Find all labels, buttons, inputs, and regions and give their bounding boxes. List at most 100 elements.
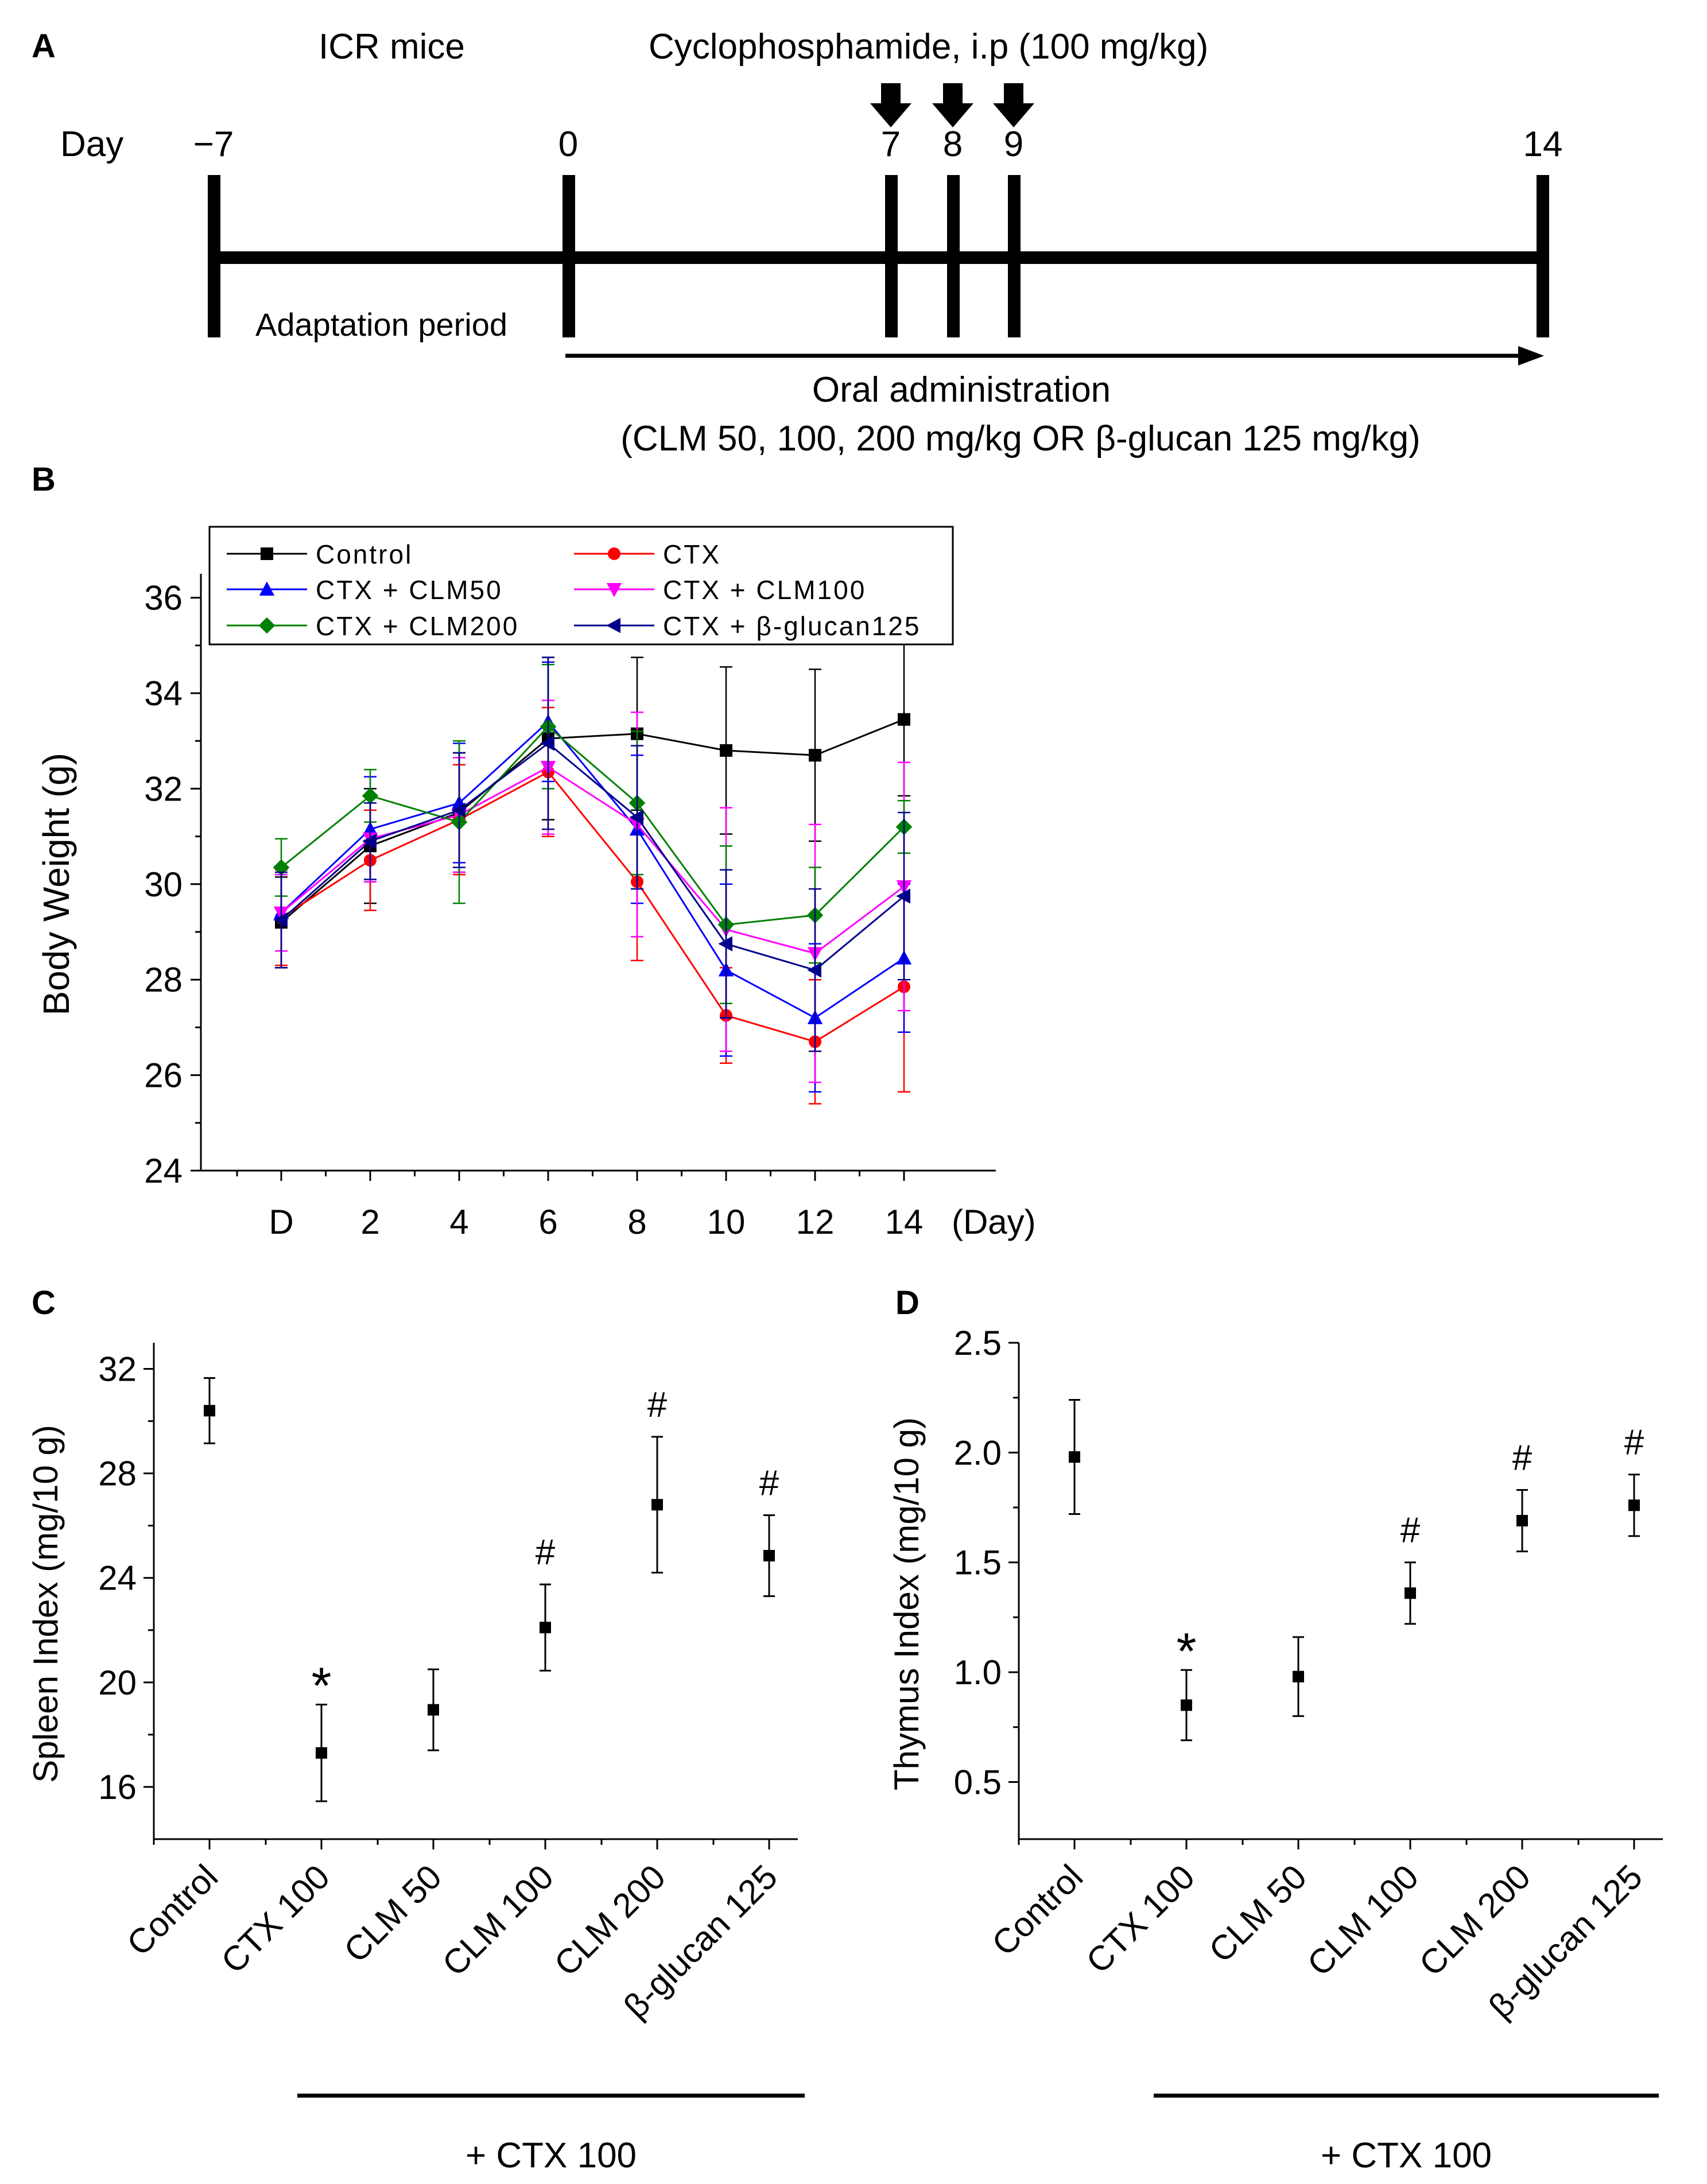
- legend-label: CTX: [663, 539, 721, 569]
- timeline-day-minus7: −7: [193, 125, 234, 164]
- timeline-day-8: 8: [943, 125, 963, 164]
- timeline-day-0: 0: [558, 125, 578, 164]
- legend-marker: [258, 617, 276, 634]
- data-point: [1405, 1587, 1416, 1599]
- y-tick-label: 0.5: [954, 1763, 1002, 1801]
- y-tick-label: 32: [144, 770, 183, 808]
- data-point: [1293, 1670, 1304, 1682]
- timeline-tick-0: [562, 175, 575, 337]
- timeline-tick-8: [947, 175, 960, 337]
- y-axis-title: Body Weight (g): [36, 753, 77, 1016]
- series-line: [281, 718, 905, 923]
- legend-label: Control: [316, 539, 413, 569]
- timeline-day-14: 14: [1523, 125, 1563, 164]
- adaptation-label: Adaptation period: [255, 306, 507, 343]
- timeline-tick-14: [1537, 175, 1549, 337]
- timeline-bar: [214, 251, 1543, 264]
- y-tick-label: 1.5: [954, 1544, 1002, 1582]
- data-point: [1628, 1499, 1640, 1511]
- significance-hash: #: [1624, 1423, 1644, 1463]
- data-point: [718, 936, 732, 951]
- data-point: [316, 1747, 327, 1759]
- injection-arrow-icon: [993, 83, 1034, 127]
- legend-marker: [259, 581, 275, 596]
- data-point: [362, 833, 377, 849]
- group-label: + CTX 100: [1321, 2136, 1492, 2175]
- y-tick-label: 32: [98, 1350, 137, 1389]
- legend-label: CTX + CLM100: [663, 575, 866, 605]
- y-tick-label: 24: [144, 1152, 183, 1190]
- y-tick-label: 34: [144, 674, 183, 713]
- x-tick-label: 2: [360, 1203, 379, 1241]
- series-ctx-glucan125: [273, 656, 910, 1052]
- legend-item: Control: [227, 539, 413, 569]
- x-tick-label: 12: [796, 1203, 835, 1241]
- timeline-panel: A ICR mice Cyclophosphamide, i.p (100 mg…: [32, 27, 1562, 458]
- data-point: [362, 787, 379, 805]
- legend-marker: [606, 583, 622, 597]
- oral-label: Oral administration: [812, 370, 1111, 410]
- legend-marker: [608, 547, 620, 560]
- legend-item: CTX + β-glucan125: [574, 611, 921, 641]
- data-point: [720, 744, 732, 757]
- significance-hash: #: [759, 1463, 779, 1503]
- series-line: [280, 720, 905, 1019]
- legend-label: CTX + β-glucan125: [663, 611, 921, 641]
- panel-label-c: C: [32, 1284, 56, 1322]
- panel-label-d: D: [895, 1284, 920, 1322]
- y-tick-label: 26: [144, 1056, 183, 1095]
- legend: Control CTX CTX + CLM50 CTX + CLM100 CTX + C…: [208, 526, 954, 646]
- x-tick-label: 10: [707, 1203, 746, 1241]
- day-label: Day: [60, 125, 123, 164]
- legend-label: CTX + CLM50: [316, 575, 503, 605]
- significance-hash: #: [647, 1385, 668, 1425]
- data-point: [629, 810, 643, 825]
- y-tick-label: 2.0: [954, 1433, 1002, 1472]
- data-point: [204, 1405, 215, 1417]
- injection-arrow-icon: [870, 83, 911, 127]
- y-axis-title: Thymus Index (mg/10 g): [887, 1417, 926, 1790]
- data-point: [896, 888, 910, 904]
- legend-item: CTX + CLM100: [574, 575, 866, 605]
- data-point: [1069, 1451, 1080, 1463]
- y-tick-label: 20: [98, 1664, 137, 1702]
- legend-item: CTX: [574, 539, 721, 569]
- timeline-tick-7: [885, 175, 898, 337]
- timeline-tick-9: [1008, 175, 1021, 337]
- data-point: [807, 962, 821, 978]
- y-tick-label: 28: [144, 961, 183, 999]
- legend-label: CTX + CLM200: [316, 611, 519, 641]
- legend-item: CTX + CLM50: [227, 575, 503, 605]
- significance-hash: #: [536, 1533, 556, 1572]
- y-tick-label: 16: [98, 1768, 137, 1806]
- x-tick-label: 14: [885, 1203, 924, 1241]
- data-point: [1181, 1699, 1192, 1711]
- x-tick-label: 8: [627, 1203, 646, 1241]
- data-point: [273, 912, 288, 928]
- data-point: [451, 802, 465, 818]
- significance-star: *: [1176, 1623, 1196, 1680]
- legend-marker: [261, 547, 273, 560]
- injection-arrow-icon: [932, 83, 973, 127]
- group-label: + CTX 100: [465, 2136, 637, 2175]
- data-point: [651, 1499, 663, 1511]
- x-axis-title: (Day): [952, 1203, 1036, 1241]
- data-point: [540, 1622, 551, 1634]
- series-line: [281, 771, 905, 1043]
- y-tick-label: 1.0: [954, 1653, 1002, 1692]
- data-point: [898, 713, 910, 726]
- series-line: [281, 742, 905, 971]
- y-tick-label: 24: [98, 1559, 137, 1598]
- oral-detail: (CLM 50, 100, 200 mg/kg OR β-glucan 125 …: [620, 419, 1420, 458]
- data-point: [809, 749, 821, 762]
- series-line: [281, 766, 905, 955]
- y-tick-label: 36: [144, 579, 183, 617]
- timeline-tick-minus7: [208, 175, 220, 337]
- data-point: [763, 1550, 775, 1562]
- significance-hash: #: [1512, 1438, 1533, 1478]
- x-tick-label: D: [269, 1203, 293, 1241]
- legend-marker: [606, 617, 620, 634]
- x-tick-label: 6: [538, 1203, 557, 1241]
